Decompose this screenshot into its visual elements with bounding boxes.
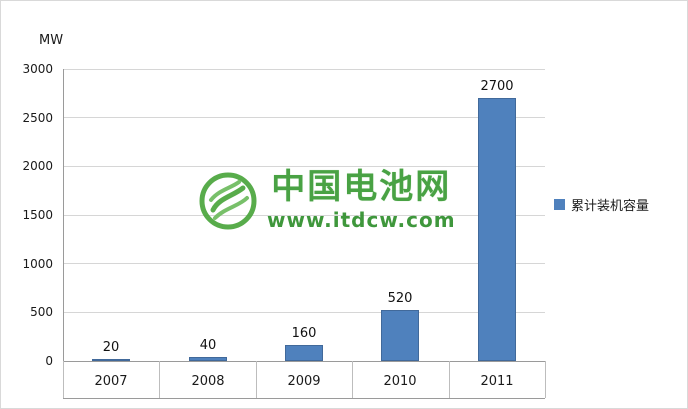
bar: [478, 98, 516, 361]
bar-value-label: 160: [291, 326, 317, 341]
bar-value-label: 40: [199, 338, 217, 353]
y-gridline: [63, 214, 545, 216]
y-axis-unit-label: MW: [39, 33, 64, 48]
x-axis-tick-label: 2007: [94, 374, 128, 389]
y-gridline: [63, 263, 545, 265]
x-axis-separator-tick: [63, 361, 64, 398]
x-axis-separator-tick: [256, 361, 257, 398]
x-axis-separator-tick: [352, 361, 353, 398]
y-axis-tick-label: 3000: [22, 62, 53, 76]
x-axis-separator-tick: [159, 361, 160, 398]
bar-value-label: 520: [387, 291, 413, 306]
bar: [285, 345, 323, 361]
x-axis-tick-label: 2009: [287, 374, 321, 389]
y-axis-tick-label: 1500: [22, 208, 53, 222]
legend: 累计装机容量: [554, 195, 649, 214]
watermark-title: 中国电池网: [271, 167, 452, 207]
x-axis-separator-tick: [449, 361, 450, 398]
watermark-url: www.itdcw.com: [267, 208, 456, 233]
legend-series-label: 累计装机容量: [571, 199, 650, 214]
y-gridline: [63, 165, 545, 167]
x-axis-tick-label: 2011: [480, 374, 514, 389]
bar: [189, 357, 227, 361]
y-axis-tick-label: 2000: [22, 159, 53, 174]
bar-value-label: 2700: [480, 79, 514, 94]
y-gridline: [63, 117, 545, 119]
y-gridline: [63, 311, 545, 313]
x-band-bottom-line: [63, 398, 545, 399]
battery-net-logo-icon: [199, 172, 257, 230]
y-axis-line: [63, 69, 64, 362]
bar: [92, 359, 130, 361]
bar: [381, 310, 419, 361]
watermark-text: 中国电池网 www.itdcw.com: [267, 167, 456, 233]
watermark: 中国电池网 www.itdcw.com: [199, 167, 456, 233]
legend-color-swatch: [554, 199, 565, 210]
y-gridline: [63, 68, 545, 70]
y-axis-tick-label: 1000: [22, 256, 53, 271]
x-axis-tick-label: 2010: [383, 374, 417, 389]
bar-value-label: 20: [102, 340, 120, 355]
x-axis-separator-tick: [545, 361, 546, 398]
y-axis-tick-label: 500: [30, 305, 53, 320]
x-axis-tick-label: 2008: [191, 374, 225, 389]
x-axis-line: [63, 361, 545, 362]
y-axis-tick-label: 0: [45, 354, 53, 368]
y-axis-tick-label: 2500: [22, 110, 53, 125]
